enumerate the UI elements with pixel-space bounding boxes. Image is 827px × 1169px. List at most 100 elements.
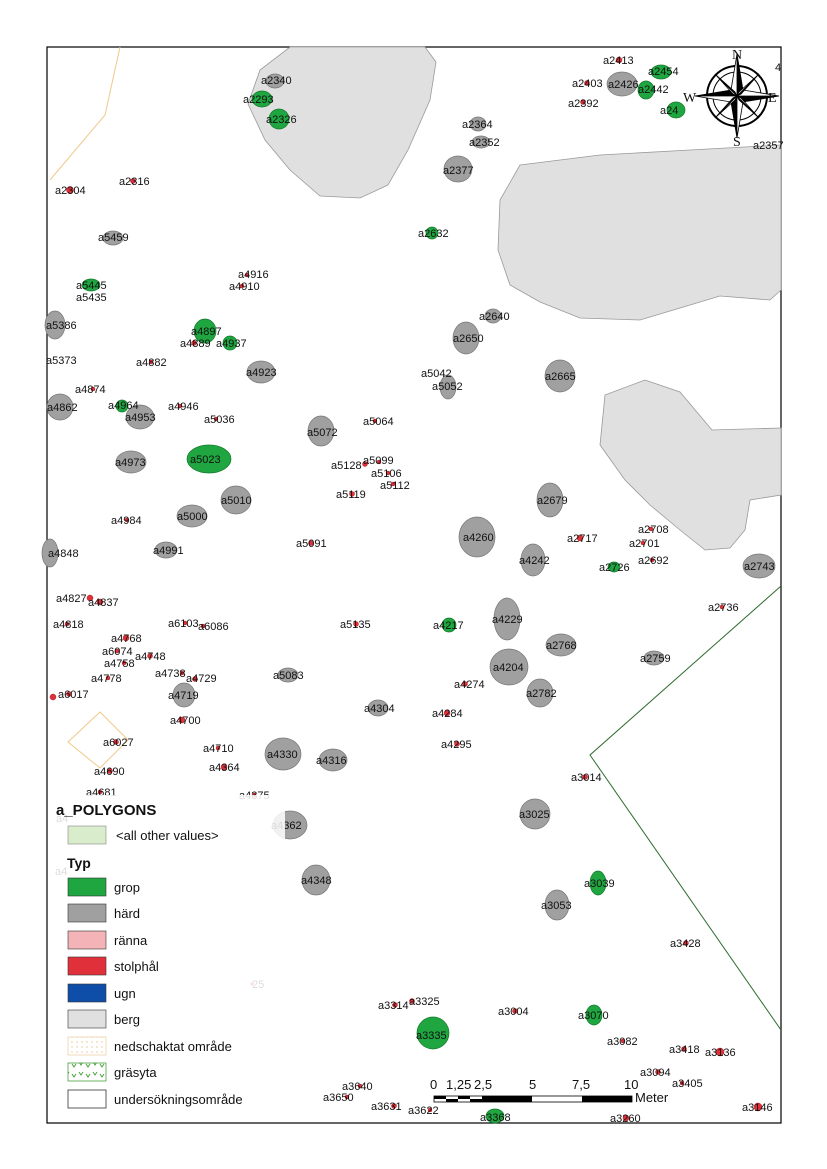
- scale-unit: Meter: [635, 1090, 669, 1105]
- feature-label: a3082: [607, 1036, 638, 1048]
- feature-label: a4729: [186, 673, 217, 685]
- feature-label: a6103: [168, 618, 199, 630]
- feature-label: a2364: [462, 119, 493, 131]
- feature-label: a6027: [103, 737, 134, 749]
- feature-label: a2403: [572, 78, 603, 90]
- feature-label: a2316: [119, 176, 150, 188]
- feature-label: a2708: [638, 524, 669, 536]
- feature-label: a5112: [380, 480, 410, 492]
- feature-label: a4204: [493, 662, 524, 674]
- legend-item: gräsyta: [114, 1065, 157, 1080]
- legend-field: Typ: [67, 855, 91, 871]
- feature-label: a5091: [296, 538, 327, 550]
- feature-label: a4738: [155, 668, 186, 680]
- feature-label: a4818: [53, 619, 84, 631]
- feature-label: a4242: [519, 555, 550, 567]
- compass-east: E: [768, 91, 777, 106]
- feature-label: a4758: [104, 658, 135, 670]
- feature-label: a3368: [480, 1112, 511, 1124]
- feature-label: a3004: [498, 1006, 529, 1018]
- berg-area: [599, 379, 782, 551]
- nedschaktat-area: [49, 46, 121, 181]
- scale-tick: 2,5: [474, 1077, 492, 1092]
- feature-label: a2326: [266, 114, 297, 126]
- legend-title: a_POLYGONS: [56, 802, 156, 819]
- feature-label: a4348: [301, 875, 332, 887]
- legend: a_POLYGONS <all other values> Typ grop h…: [50, 795, 285, 1113]
- feature-label: a5135: [340, 619, 371, 631]
- feature-label: a5042: [421, 368, 452, 380]
- feature-label: a3260: [610, 1113, 641, 1125]
- feature-label: a2426: [608, 79, 639, 91]
- feature-label: a4710: [203, 743, 234, 755]
- feature-label: a3631: [371, 1101, 402, 1113]
- compass-south: S: [733, 135, 741, 150]
- feature-labels: a2413 a2454 a2403 a2426 a2442 a2340 a2293 a2392…: [46, 55, 775, 1125]
- feature-label: a2413: [603, 55, 634, 67]
- nedschaktat-area: [67, 711, 129, 769]
- feature-label: a5119: [336, 489, 366, 501]
- feature-label: a3136: [705, 1047, 736, 1059]
- feature-label: a3622: [408, 1105, 439, 1117]
- feature-label: a3428: [670, 938, 701, 950]
- feature-label: a4217: [433, 620, 464, 632]
- feature-label: a2759: [640, 653, 671, 665]
- feature-label: a2768: [546, 640, 577, 652]
- scale-tick: 1,25: [446, 1077, 471, 1092]
- legend-item: nedschaktat område: [114, 1039, 232, 1054]
- survey-boundary: [589, 585, 782, 1031]
- feature-label: a4700: [170, 715, 201, 727]
- feature-label: a4848: [48, 548, 79, 560]
- feature-label: a5445: [76, 280, 107, 292]
- feature-label: a5000: [177, 511, 208, 523]
- feature-label: a5064: [363, 416, 394, 428]
- feature-label: a5128: [331, 460, 362, 472]
- feature-label: 4: [775, 62, 781, 74]
- legend-other: <all other values>: [116, 828, 219, 843]
- feature-label: a3014: [571, 772, 602, 784]
- feature-label: a3650: [323, 1092, 354, 1104]
- feature-label: a3094: [640, 1067, 671, 1079]
- feature-label: a4910: [229, 281, 260, 293]
- feature-label: a4827: [56, 593, 87, 605]
- feature-label: a4274: [454, 679, 485, 691]
- legend-item: berg: [114, 1012, 140, 1027]
- legend-item: härd: [114, 906, 140, 921]
- feature-label: a3039: [584, 878, 615, 890]
- feature-label: a4923: [246, 367, 277, 379]
- feature-label: a6086: [198, 621, 229, 633]
- feature-label: a4973: [115, 457, 146, 469]
- feature-label: a4316: [316, 755, 347, 767]
- feature-label: a5023: [190, 454, 221, 466]
- feature-label: a4991: [153, 545, 184, 557]
- feature-label: a5099: [363, 455, 394, 467]
- feature-label: a5435: [76, 292, 107, 304]
- feature-label: a4984: [111, 515, 142, 527]
- feature-label: a2743: [744, 561, 775, 573]
- feature-label: a2736: [708, 602, 739, 614]
- stolphal-features: [49, 56, 763, 1122]
- feature-label: a2442: [638, 84, 669, 96]
- feature-label: a2352: [469, 137, 500, 149]
- feature-label: a2340: [261, 75, 292, 87]
- feature-label: a4882: [136, 357, 167, 369]
- feature-label: a4284: [432, 708, 463, 720]
- feature-label: a5036: [204, 414, 235, 426]
- feature-label: a4304: [364, 703, 395, 715]
- feature-label: a4862: [47, 402, 78, 414]
- feature-label: a2692: [638, 555, 669, 567]
- feature-label: a3070: [578, 1010, 609, 1022]
- feature-label: a5072: [307, 427, 338, 439]
- feature-label: a4937: [216, 338, 247, 350]
- feature-label: a5459: [98, 232, 129, 244]
- feature-label: a6017: [58, 689, 89, 701]
- hard-features: [41, 71, 776, 921]
- feature-label: a4330: [267, 749, 298, 761]
- feature-label: a3146: [742, 1102, 773, 1114]
- scale-tick: 7,5: [572, 1077, 590, 1092]
- scale-tick: 0: [430, 1077, 437, 1092]
- feature-label: a3405: [672, 1078, 703, 1090]
- legend-item: ränna: [114, 933, 148, 948]
- grop-features: [81, 64, 686, 1124]
